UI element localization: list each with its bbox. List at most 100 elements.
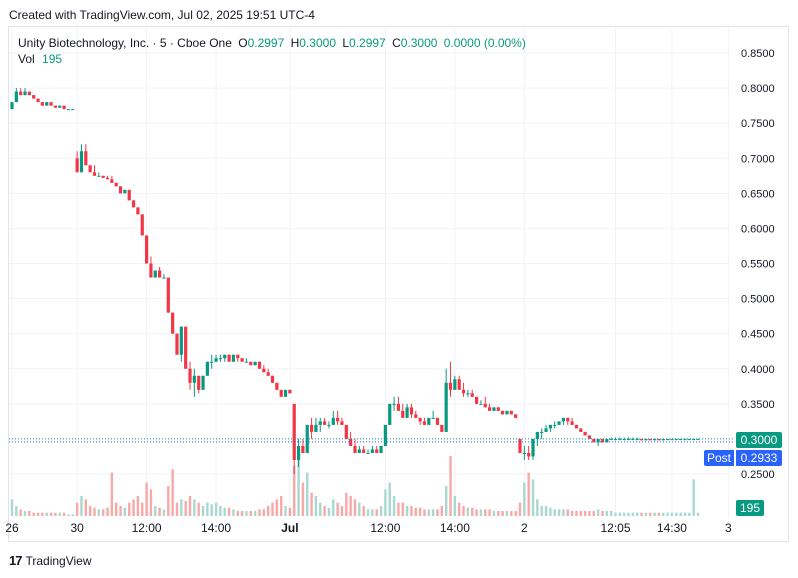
candle-body — [379, 445, 383, 453]
candle-body — [10, 102, 14, 110]
candle-body — [349, 438, 353, 446]
candle-body — [236, 354, 240, 359]
candle-body — [283, 389, 288, 397]
candle-body — [626, 438, 631, 440]
candle-body — [353, 445, 357, 453]
candle-body — [431, 417, 435, 419]
volume-bar — [75, 502, 79, 516]
low-value: 0.2997 — [349, 36, 386, 50]
candle-body — [679, 438, 683, 440]
volume-bar — [119, 506, 122, 516]
volume-bar — [80, 496, 83, 516]
candle-body — [644, 438, 648, 441]
candle-body — [79, 151, 84, 173]
volume-bar — [553, 509, 556, 516]
candle-body — [19, 91, 23, 96]
candle-body — [535, 431, 539, 439]
candle-body — [336, 417, 340, 422]
candle-body — [501, 410, 505, 415]
volume-bar — [262, 509, 266, 516]
candle-body — [440, 424, 444, 432]
volume-bar — [388, 482, 391, 516]
candle-body — [201, 375, 205, 390]
candle-body — [670, 438, 674, 440]
candle-body — [388, 403, 392, 425]
volume-bar — [644, 512, 648, 516]
candle-body — [27, 91, 31, 96]
candle-body — [66, 109, 71, 111]
volume-bar — [514, 511, 517, 516]
volume-bar — [688, 512, 691, 516]
x-tick-label: 12:05 — [600, 521, 630, 535]
chart-frame[interactable] — [8, 26, 789, 542]
volume-bar — [362, 506, 365, 516]
volume-bar — [15, 506, 18, 516]
candle-body — [214, 358, 218, 362]
ohlc-legend: Unity Biotechnology, Inc. · 5 · Cboe One… — [18, 35, 526, 52]
candle-body — [136, 207, 140, 215]
candle-body — [666, 438, 670, 440]
volume-label: Vol — [18, 52, 35, 66]
volume-bar — [210, 504, 213, 516]
volume-bar — [531, 479, 535, 516]
candle-body — [153, 270, 157, 278]
y-tick-label: 0.7500 — [741, 118, 775, 130]
volume-bar — [683, 512, 687, 516]
x-tick-label: Jul — [281, 521, 298, 535]
candle-body — [396, 403, 401, 411]
volume-bar — [588, 511, 591, 516]
volume-bar — [379, 506, 383, 516]
volume-bar — [366, 509, 370, 516]
volume-bar — [349, 496, 352, 516]
candle-body — [327, 424, 331, 426]
volume-bar — [497, 511, 500, 516]
volume-bar — [614, 512, 617, 516]
volume-bar — [384, 489, 387, 516]
volume-bar — [28, 511, 31, 516]
volume-bar — [618, 512, 622, 516]
candle-body — [375, 449, 379, 453]
tradingview-logo[interactable]: 17 TradingView — [9, 553, 92, 568]
volume-bar — [332, 499, 335, 516]
volume-bar — [649, 512, 652, 516]
y-tick-label: 0.6000 — [741, 223, 775, 235]
x-tick-label: 12:00 — [132, 521, 162, 535]
candle-body — [305, 424, 309, 453]
volume-bar — [284, 506, 287, 516]
candle-body — [158, 270, 162, 278]
x-tick-label: 14:00 — [440, 521, 470, 535]
candle-body — [162, 277, 166, 279]
candle-body — [540, 431, 544, 433]
candle-body — [23, 91, 27, 96]
candle-body — [118, 186, 123, 194]
volume-bar — [444, 486, 448, 516]
candle-body — [110, 179, 114, 183]
volume-bar — [297, 446, 300, 516]
close-label: C — [392, 36, 401, 50]
candle-body — [648, 438, 652, 441]
candle-body — [522, 452, 526, 454]
volume-bar — [293, 466, 296, 516]
candle-body — [435, 417, 440, 425]
volume-bar — [149, 489, 153, 516]
candle-body — [184, 326, 188, 369]
candle-body — [227, 354, 231, 362]
candle-body — [652, 438, 657, 441]
candle-body — [466, 393, 470, 395]
candle-body — [88, 165, 92, 173]
volume-bar — [575, 511, 578, 516]
volume-bar — [527, 472, 530, 516]
candle-body — [544, 428, 548, 432]
chart-caption: Created with TradingView.com, Jul 02, 20… — [9, 8, 315, 22]
candle-body — [101, 175, 105, 178]
candle-body — [418, 417, 422, 422]
volume-bar — [128, 502, 131, 516]
candle-body — [210, 361, 214, 363]
volume-tag: 195 — [736, 500, 764, 516]
candle-body — [205, 361, 209, 376]
volume-bar — [636, 512, 639, 516]
candle-body — [392, 403, 396, 405]
y-tick-label: 0.7000 — [741, 153, 775, 165]
candle-body — [296, 445, 301, 460]
